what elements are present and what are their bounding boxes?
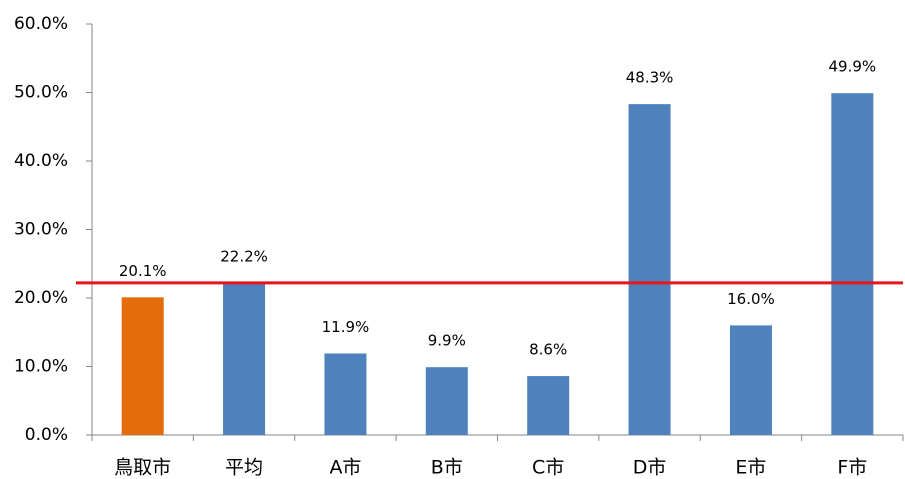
y-tick-label: 0.0%: [25, 425, 68, 445]
bar: [527, 376, 570, 435]
bar: [425, 367, 468, 435]
x-tick-label: 鳥取市: [114, 457, 171, 479]
value-label: 9.9%: [428, 332, 466, 350]
value-label: 48.3%: [626, 69, 674, 87]
y-tick-label: 10.0%: [14, 357, 68, 377]
bar: [324, 353, 367, 435]
value-label: 11.9%: [322, 318, 370, 336]
value-label: 20.1%: [119, 262, 167, 280]
value-label: 8.6%: [529, 341, 567, 359]
x-tick-label: A市: [329, 457, 361, 479]
x-tick-label: B市: [431, 457, 463, 479]
value-label: 49.9%: [828, 58, 876, 76]
y-tick-label: 20.0%: [14, 288, 68, 308]
y-tick-label: 40.0%: [14, 151, 68, 171]
bar: [121, 297, 164, 435]
bar: [729, 325, 772, 435]
value-label: 16.0%: [727, 290, 775, 308]
x-tick-label: D市: [633, 457, 667, 479]
x-tick-label: C市: [532, 457, 564, 479]
x-tick-label: E市: [735, 457, 766, 479]
bar: [831, 93, 874, 435]
bar: [628, 104, 671, 436]
bar: [223, 282, 266, 435]
y-tick-label: 30.0%: [14, 220, 68, 240]
x-tick-label: F市: [837, 457, 867, 479]
y-tick-label: 50.0%: [14, 83, 68, 103]
value-label: 22.2%: [220, 247, 268, 265]
y-tick-label: 60.0%: [14, 14, 68, 34]
x-tick-label: 平均: [225, 457, 263, 479]
